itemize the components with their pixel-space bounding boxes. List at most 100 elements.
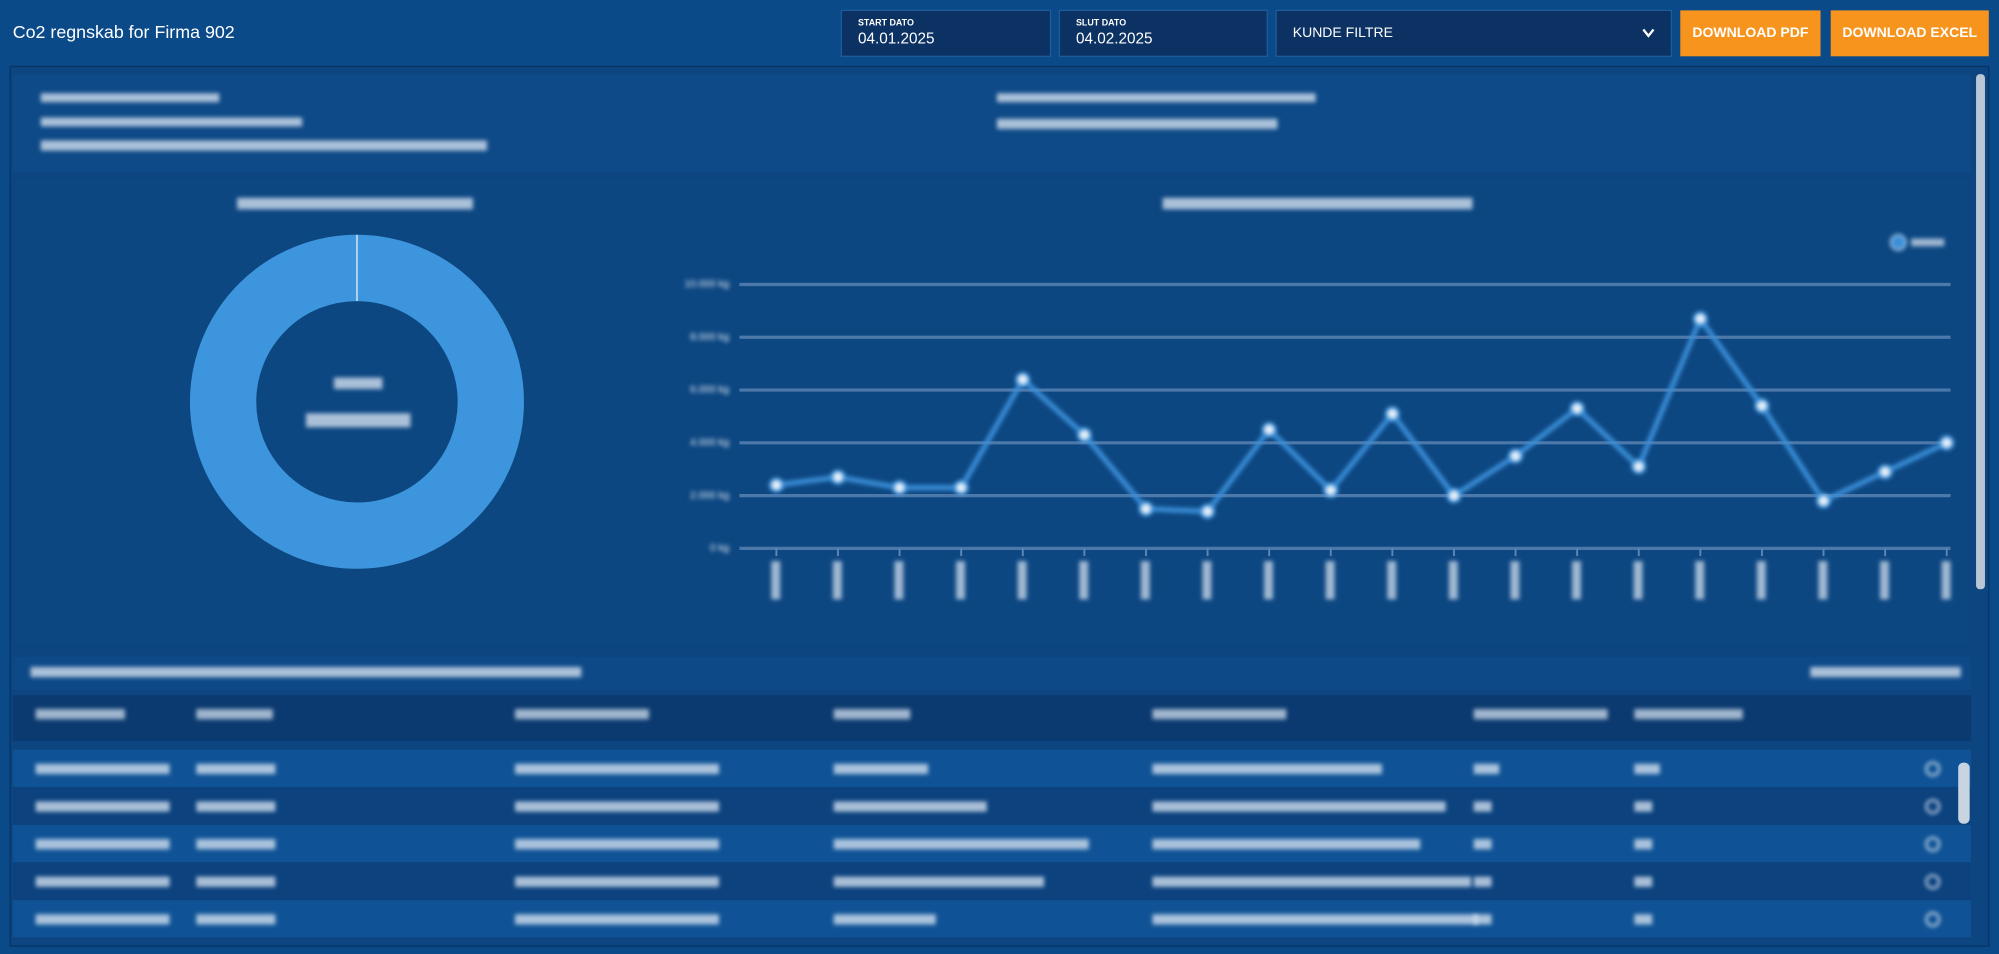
x-tick-label-placeholder [1941, 561, 1951, 600]
x-tick-label-placeholder [1264, 561, 1273, 600]
x-tick-label-placeholder [1140, 561, 1150, 600]
x-tick-label-placeholder [771, 561, 781, 600]
x-tick-label-placeholder [1510, 561, 1520, 600]
y-tick-label: 8.000 kg [690, 332, 729, 343]
row-action [1925, 761, 1941, 777]
cell-placeholder [196, 914, 276, 925]
y-tick-label: 6.000 kg [690, 385, 729, 396]
cell-placeholder [196, 876, 276, 887]
download-excel[interactable]: DOWNLOAD EXCEL [1830, 10, 1989, 57]
cell-placeholder [833, 801, 987, 812]
cell-placeholder [833, 839, 1089, 850]
table-row [12, 787, 1971, 825]
data-point [1815, 493, 1832, 509]
data-point [768, 477, 785, 493]
data-point [1076, 427, 1093, 443]
table-caption [30, 666, 1961, 678]
customer-filter[interactable]: KUNDE FILTRE [1275, 9, 1672, 57]
button[interactable] [1830, 10, 1989, 57]
cell-placeholder [833, 763, 929, 775]
column-header-placeholder [1152, 709, 1287, 720]
row-action [1925, 836, 1941, 852]
scrollbar [1976, 74, 1985, 590]
cell-placeholder [35, 839, 170, 850]
button[interactable] [1680, 10, 1821, 57]
cell-placeholder [515, 876, 720, 887]
table-row [12, 749, 1971, 787]
button-label: DOWNLOAD PDF [1692, 24, 1808, 40]
row-action [1925, 799, 1941, 814]
date-input[interactable] [1058, 9, 1268, 57]
x-tick-label-placeholder [1695, 561, 1705, 600]
x-tick-label-placeholder [1880, 561, 1889, 600]
data-point [1569, 400, 1585, 417]
cell-placeholder [1473, 801, 1492, 812]
data-point [1199, 503, 1216, 520]
summary-box [12, 74, 1971, 173]
column-header-placeholder [833, 709, 911, 720]
table-scrollbar [1958, 762, 1970, 824]
data-point [1138, 501, 1154, 517]
x-tick-label-placeholder [1079, 561, 1089, 600]
column-header-placeholder [196, 709, 273, 720]
data-point [1877, 464, 1893, 480]
input-value: 04.01.2025 [858, 31, 934, 48]
data-point [891, 480, 908, 496]
x-tick-label-placeholder [1818, 561, 1828, 600]
cell-placeholder [35, 876, 170, 887]
column-header-placeholder [35, 709, 125, 720]
cell-placeholder [1634, 914, 1653, 925]
end-date[interactable]: SLUT DATO 04.02.2025 [1058, 9, 1268, 57]
cell-placeholder [515, 801, 720, 812]
data-point [1754, 398, 1770, 414]
data-point [1323, 482, 1339, 498]
y-tick-label: 0 kg [710, 543, 730, 554]
cell-placeholder [1152, 763, 1382, 775]
x-tick-label-placeholder [956, 561, 966, 600]
line-chart: 0 kg 2.000 kg 4.000 kg 6.000 kg 8.000 kg 10.0… [684, 234, 1955, 600]
cell-placeholder [196, 839, 276, 850]
input-label: START DATO [858, 18, 914, 28]
x-tick-label-placeholder [832, 561, 842, 600]
cell-placeholder [1473, 763, 1500, 775]
data-point [1384, 406, 1401, 422]
cell-placeholder [515, 839, 720, 850]
y-tick-label: 10.000 kg [684, 279, 729, 290]
cell-placeholder [1152, 914, 1478, 925]
data-point [1015, 371, 1031, 388]
button-label: DOWNLOAD EXCEL [1842, 24, 1977, 40]
x-tick-label-placeholder [1448, 561, 1458, 600]
download-pdf[interactable]: DOWNLOAD PDF [1680, 10, 1821, 57]
x-tick-label-placeholder [1633, 561, 1643, 600]
x-tick-label-placeholder [1572, 561, 1581, 600]
x-tick-label-placeholder [894, 561, 904, 600]
y-tick-label: 4.000 kg [690, 438, 729, 449]
cell-placeholder [1152, 839, 1421, 850]
data-point [1692, 311, 1708, 327]
cell-placeholder [1634, 763, 1660, 775]
cell-placeholder [196, 763, 276, 775]
x-tick-label-placeholder [1325, 561, 1335, 600]
data-point [953, 480, 969, 496]
column-header-placeholder [515, 709, 649, 720]
cell-placeholder [196, 801, 276, 812]
donut-chart [189, 234, 524, 569]
input-value: 04.02.2025 [1076, 31, 1152, 48]
cell-placeholder [833, 914, 936, 925]
table [12, 709, 1971, 938]
cell-placeholder [35, 801, 170, 812]
line-series [776, 316, 1948, 514]
data-point [830, 469, 846, 485]
select[interactable] [1275, 9, 1672, 57]
cell-placeholder [35, 914, 170, 925]
data-point [1446, 487, 1462, 504]
y-tick-label: 2.000 kg [690, 490, 729, 501]
start-date[interactable]: START DATO 04.01.2025 [840, 9, 1052, 57]
date-input[interactable] [840, 9, 1052, 57]
data-point [1507, 448, 1524, 464]
row-action [1925, 874, 1941, 890]
cell-placeholder [1152, 876, 1472, 887]
column-header-placeholder [1634, 709, 1743, 720]
